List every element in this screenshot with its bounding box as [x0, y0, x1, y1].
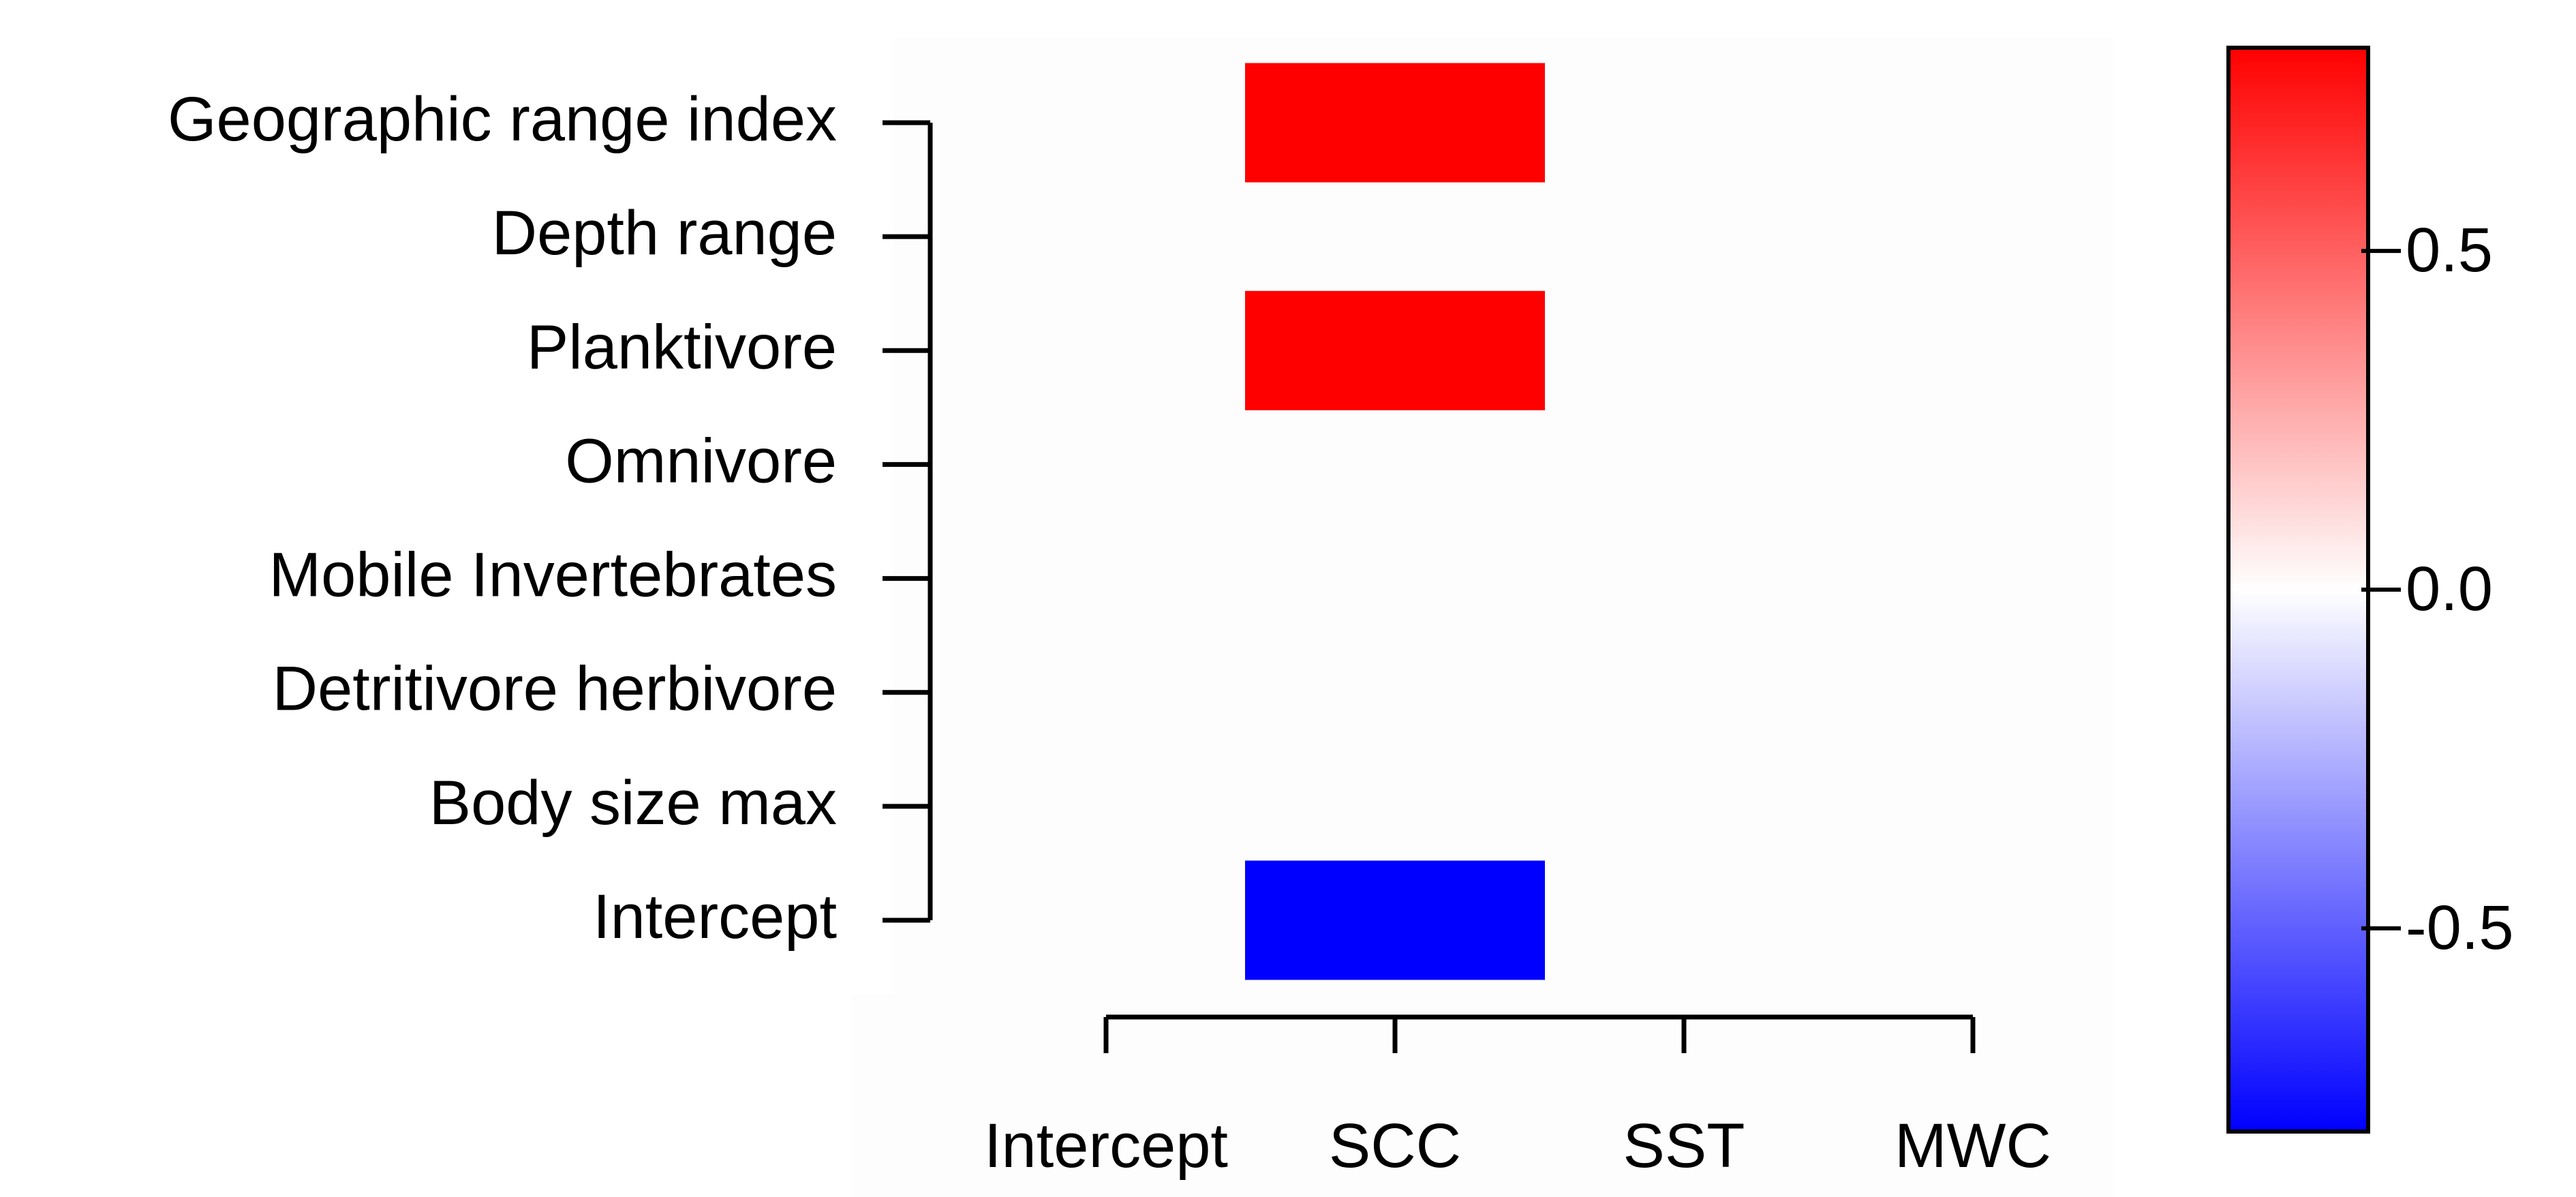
heatmap-cell-planktivore-scc	[1245, 290, 1545, 410]
colorbar-tick-label: 0.0	[2406, 554, 2493, 624]
x-axis-panel	[852, 995, 2113, 1197]
heatmap-cell-geographic-range-index-scc	[1245, 63, 1545, 183]
y-tick-label: Geographic range index	[168, 85, 837, 154]
y-axis: Geographic range index Depth range Plankti…	[168, 85, 933, 952]
y-tick-label: Body size max	[429, 768, 837, 838]
colorbar: 0.5 0.0 -0.5	[2226, 46, 2514, 1134]
heatmap-cell-intercept-scc	[1245, 860, 1545, 980]
heatmap-cells	[1245, 63, 1545, 980]
y-tick-label: Mobile Invertebrates	[269, 541, 837, 610]
x-tick-label: Intercept	[984, 1111, 1228, 1181]
colorbar-tick-label: 0.5	[2406, 215, 2493, 285]
y-tick-label: Planktivore	[527, 312, 837, 382]
y-tick-label: Depth range	[492, 198, 837, 268]
x-tick-label: SST	[1623, 1111, 1745, 1181]
x-axis: Intercept SCC SST MWC	[984, 1014, 2051, 1181]
y-tick-label: Intercept	[593, 882, 837, 952]
y-tick-label: Detritivore herbivore	[273, 654, 837, 724]
x-tick-label: MWC	[1895, 1111, 2051, 1181]
colorbar-gradient	[2226, 46, 2370, 1134]
colorbar-tick-label: -0.5	[2406, 893, 2514, 963]
y-tick-label: Omnivore	[565, 426, 837, 496]
x-tick-label: SCC	[1329, 1111, 1461, 1181]
plot-panel	[893, 37, 2113, 995]
